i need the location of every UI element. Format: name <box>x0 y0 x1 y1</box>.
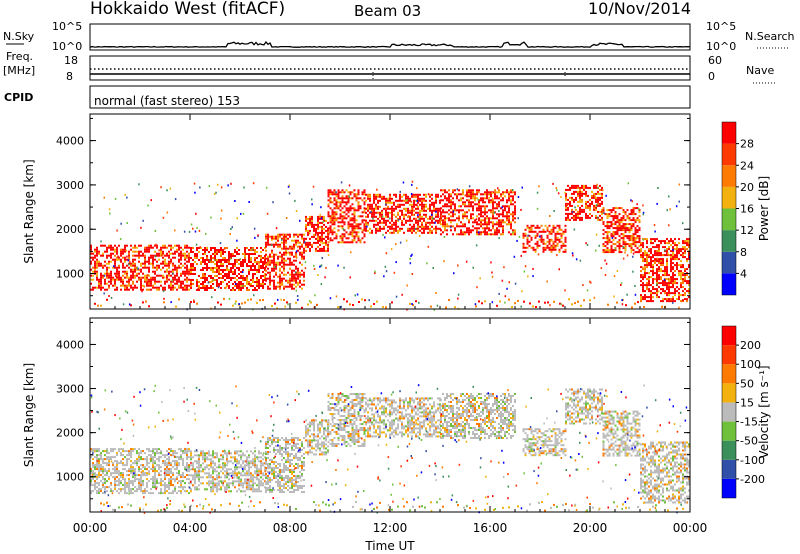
data-cells <box>90 180 691 311</box>
colorbar-tick-label: 50 <box>740 377 754 390</box>
x-axis-label: Time UT <box>364 539 415 553</box>
colorbar-tick-label: 15 <box>740 396 754 409</box>
date-title: 10/Nov/2014 <box>588 0 691 18</box>
colorbar-label: Velocity [m s⁻¹] <box>757 365 771 458</box>
y-axis-label: Slant Range [km] <box>22 159 36 263</box>
nsearch-label: N.Search <box>745 30 795 43</box>
y-tick-label: 1000 <box>56 268 84 281</box>
colorbar-tick-label: 8 <box>740 246 747 259</box>
colorbar-tick-label: 28 <box>740 138 754 151</box>
time-axis: 00:00 04:00 08:00 12:00 16:00 20:00 00:00 Time … <box>73 521 708 553</box>
colorbar-tick-label: 20 <box>740 181 754 194</box>
y-tick-label: 1000 <box>56 471 84 484</box>
colorbar-segment <box>722 273 736 295</box>
freq-label: Freq. <box>6 50 33 63</box>
data-cells <box>90 384 690 514</box>
nsky-tick-top: 10^5 <box>52 20 82 33</box>
y-tick-label: 2000 <box>56 223 84 236</box>
colorbar-segment <box>722 478 736 498</box>
colorbar-segment <box>722 364 736 384</box>
colorbar-segment <box>722 143 736 166</box>
power-panel: 1000 2000 3000 4000 Slant Range [km] 4 8 12 16 20… <box>22 113 771 311</box>
colorbar-segment <box>722 459 736 479</box>
colorbar-tick-label: -100 <box>740 454 765 467</box>
colorbar-tick-label: -15 <box>740 416 758 429</box>
velocity-panel: 1000 2000 3000 4000 Slant Range [km] 200 100 50… <box>22 317 771 514</box>
y-tick-label: 4000 <box>56 135 84 148</box>
freq-panel <box>89 55 691 81</box>
x-tick-label: 12:00 <box>373 521 408 535</box>
nsearch-tick-bottom: 10^0 <box>706 40 736 53</box>
freq-unit-label: [MHz] <box>3 64 35 77</box>
colorbar-segment <box>722 208 736 231</box>
freq-tick-top: 18 <box>64 54 78 67</box>
nsky-panel <box>89 23 691 51</box>
colorbar-segment <box>722 165 736 187</box>
y-axis-label: Slant Range [km] <box>22 363 36 467</box>
nsky-tick-bottom: 10^0 <box>52 40 82 53</box>
colorbar-frame <box>721 325 737 499</box>
colorbar-tick-label: 200 <box>740 339 761 352</box>
cpid-panel <box>89 85 691 109</box>
colorbar-segment <box>722 345 736 365</box>
colorbar: 200 100 50 15 -15 -50 -100 -200 Velocity [m s⁻¹] <box>721 325 771 499</box>
x-tick-label: 08:00 <box>273 521 308 535</box>
nsky-label: N.Sky <box>3 30 35 43</box>
colorbar-segment <box>722 440 736 460</box>
x-tick-label: 20:00 <box>573 521 608 535</box>
colorbar-segment <box>722 122 736 144</box>
beam-title: Beam 03 <box>354 2 421 20</box>
station-title: Hokkaido West (fitACF) <box>90 0 285 19</box>
nave-label: Nave <box>746 64 774 77</box>
colorbar-tick-label: -50 <box>740 435 758 448</box>
colorbar-segment <box>722 421 736 441</box>
x-tick-label: 00:00 <box>673 521 708 535</box>
cpid-text: normal (fast stereo) 153 <box>94 94 240 108</box>
colorbar-tick-label: -200 <box>740 473 765 486</box>
freq-tick-bottom: 8 <box>66 70 73 83</box>
y-tick-label: 3000 <box>56 179 84 192</box>
colorbar-tick-label: 100 <box>740 358 761 371</box>
colorbar-segment <box>722 251 736 274</box>
colorbar-segment <box>722 383 736 403</box>
colorbar-tick-label: 4 <box>740 267 747 280</box>
colorbar-tick-label: 12 <box>740 224 754 237</box>
y-tick-label: 3000 <box>56 383 84 396</box>
colorbar-label: Power [dB] <box>757 176 771 241</box>
colorbar-segment <box>722 186 736 209</box>
colorbar-tick-label: 16 <box>740 203 754 216</box>
nave-tick-top: 60 <box>708 54 722 67</box>
nsearch-tick-top: 10^5 <box>706 20 736 33</box>
x-tick-label: 04:00 <box>173 521 208 535</box>
nsky-trace <box>89 40 691 48</box>
colorbar: 4 8 12 16 20 24 28 Power [dB] <box>721 121 771 296</box>
colorbar-segment <box>722 402 736 422</box>
colorbar-segment <box>722 230 736 252</box>
cpid-label: CPID <box>4 91 33 104</box>
colorbar-tick-label: 24 <box>740 159 754 172</box>
nave-tick-bottom: 0 <box>708 70 715 83</box>
y-tick-label: 2000 <box>56 427 84 440</box>
x-tick-label: 16:00 <box>473 521 508 535</box>
x-tick-label: 00:00 <box>73 521 108 535</box>
y-tick-label: 4000 <box>56 338 84 351</box>
colorbar-segment <box>722 326 736 346</box>
